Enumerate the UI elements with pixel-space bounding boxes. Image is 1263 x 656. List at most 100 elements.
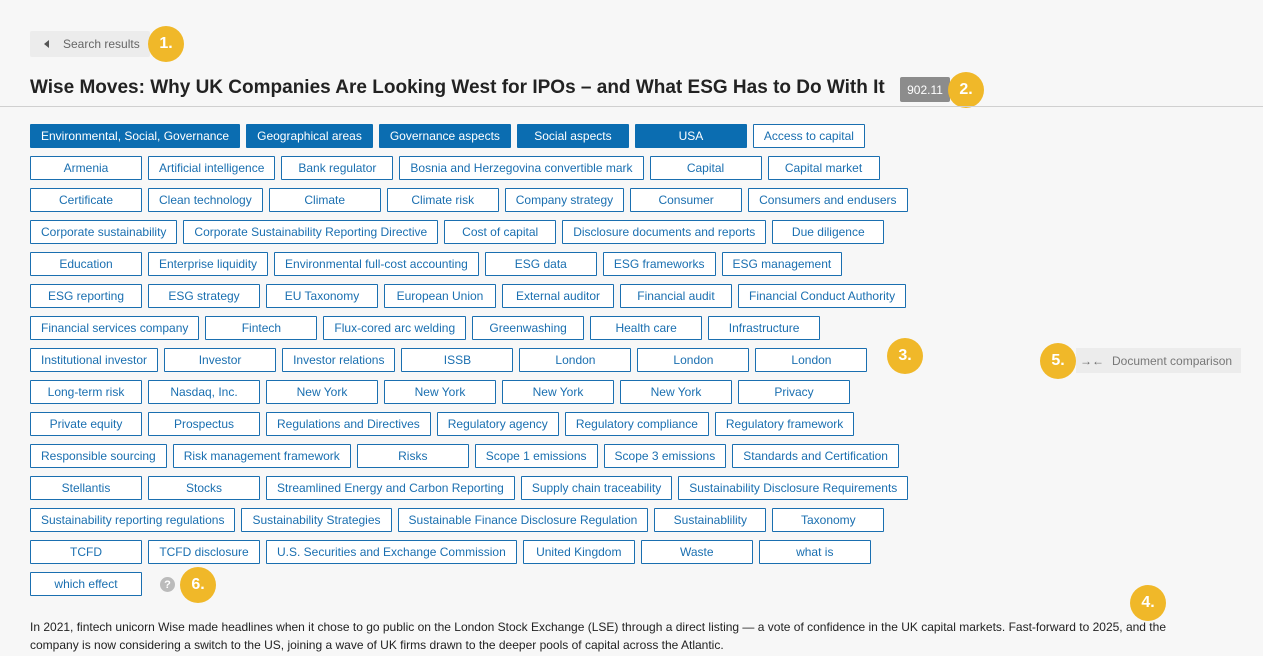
tag-chip[interactable]: New York <box>266 380 378 404</box>
tag-chip[interactable]: Consumers and endusers <box>748 188 908 212</box>
tag-chip[interactable]: Education <box>30 252 142 276</box>
tag-row: Institutional investor Investor Investor r… <box>30 348 930 372</box>
tag-chip[interactable]: Risks <box>356 444 469 468</box>
tag-chip[interactable]: Artificial intelligence <box>148 156 276 180</box>
tag-chip[interactable]: Bosnia and Herzegovina convertible mark <box>399 156 644 180</box>
tag-chip[interactable]: USA <box>634 124 747 148</box>
tag-chip[interactable]: Clean technology <box>148 188 263 212</box>
tag-chip[interactable]: Fintech <box>205 316 318 340</box>
tag-chip[interactable]: Corporate Sustainability Reporting Direc… <box>183 220 439 244</box>
tag-chip[interactable]: Access to capital <box>752 124 865 148</box>
tag-chip[interactable]: Governance aspects <box>378 124 511 148</box>
tag-chip[interactable]: Consumer <box>630 188 743 212</box>
tag-chip[interactable]: Sustainability Strategies <box>241 508 392 532</box>
tag-chip[interactable]: Privacy <box>738 380 850 404</box>
tag-chip[interactable]: Regulations and Directives <box>266 412 431 436</box>
tag-chip[interactable]: Regulatory compliance <box>564 412 709 436</box>
tag-chip[interactable]: Scope 3 emissions <box>603 444 727 468</box>
tag-chip[interactable]: ESG frameworks <box>602 252 716 276</box>
tag-chip[interactable]: Infrastructure <box>708 316 821 340</box>
tag-chip[interactable]: Financial audit <box>620 284 732 308</box>
tag-chip[interactable]: Sustainability Disclosure Requirements <box>678 476 909 500</box>
tag-chip[interactable]: New York <box>620 380 732 404</box>
back-to-search-results-button[interactable]: Search results <box>30 31 150 57</box>
tag-chip[interactable]: Long-term risk <box>30 380 142 404</box>
tag-chip[interactable]: Disclosure documents and reports <box>562 220 767 244</box>
tag-chip[interactable]: Responsible sourcing <box>30 444 167 468</box>
tag-row: Stellantis Stocks Streamlined Energy and C… <box>30 476 930 500</box>
tag-chip[interactable]: Nasdaq, Inc. <box>148 380 260 404</box>
tag-chip[interactable]: Enterprise liquidity <box>148 252 269 276</box>
tag-chip[interactable]: Waste <box>640 540 753 564</box>
tag-chip[interactable]: Standards and Certification <box>732 444 899 468</box>
tag-row: Private equity Prospectus Regulations and … <box>30 412 930 436</box>
tag-chip[interactable]: London <box>519 348 632 372</box>
tag-chip[interactable]: which effect <box>30 572 142 596</box>
tag-chip[interactable]: EU Taxonomy <box>266 284 378 308</box>
tag-chip[interactable]: TCFD disclosure <box>148 540 260 564</box>
tag-chip[interactable]: ESG data <box>484 252 597 276</box>
tag-chip[interactable]: ESG management <box>721 252 843 276</box>
tag-chip[interactable]: ESG reporting <box>30 284 142 308</box>
annotation-marker-3: 3. <box>887 338 923 374</box>
tag-chip[interactable]: Risk management framework <box>172 444 351 468</box>
tag-chip[interactable]: Sustainablility <box>654 508 767 532</box>
tag-chip[interactable]: Health care <box>590 316 703 340</box>
tag-chip[interactable]: Company strategy <box>504 188 625 212</box>
tag-chip[interactable]: Streamlined Energy and Carbon Reporting <box>266 476 515 500</box>
tag-chip[interactable]: Certificate <box>30 188 142 212</box>
tag-chip[interactable]: Due diligence <box>772 220 885 244</box>
document-comparison-button[interactable]: →← Document comparison <box>1076 348 1241 373</box>
tag-chip[interactable]: Regulatory framework <box>714 412 855 436</box>
tag-chip[interactable]: External auditor <box>502 284 614 308</box>
tag-chip[interactable]: U.S. Securities and Exchange Commission <box>266 540 517 564</box>
tag-chip[interactable]: ESG strategy <box>148 284 260 308</box>
tag-chip[interactable]: Armenia <box>30 156 142 180</box>
tag-chip[interactable]: Capital market <box>767 156 880 180</box>
tag-row: Certificate Clean technology Climate Climat… <box>30 188 930 212</box>
caret-left-icon <box>44 40 49 48</box>
tag-chip[interactable]: Institutional investor <box>30 348 159 372</box>
tag-chip[interactable]: Sustainability reporting regulations <box>30 508 236 532</box>
tag-chip[interactable]: Financial Conduct Authority <box>738 284 907 308</box>
title-divider <box>0 106 1263 107</box>
tag-chip[interactable]: Prospectus <box>148 412 260 436</box>
tag-chip[interactable]: Geographical areas <box>246 124 373 148</box>
tag-chip[interactable]: Stellantis <box>30 476 142 500</box>
tag-chip[interactable]: Corporate sustainability <box>30 220 178 244</box>
tag-chip[interactable]: Investor <box>164 348 277 372</box>
tag-chip[interactable]: Bank regulator <box>281 156 394 180</box>
tag-chip[interactable]: London <box>637 348 750 372</box>
tag-chip[interactable]: Cost of capital <box>444 220 557 244</box>
tag-chip[interactable]: New York <box>384 380 496 404</box>
tag-chip[interactable]: Environmental, Social, Governance <box>30 124 241 148</box>
tag-chip[interactable]: United Kingdom <box>522 540 635 564</box>
tag-chip[interactable]: Environmental full-cost accounting <box>274 252 479 276</box>
tag-chip[interactable]: Climate risk <box>386 188 499 212</box>
tag-chip[interactable]: Climate <box>268 188 381 212</box>
tag-chip[interactable]: Greenwashing <box>472 316 585 340</box>
tag-chip[interactable]: Regulatory agency <box>436 412 559 436</box>
tag-chip[interactable]: European Union <box>384 284 496 308</box>
tag-chip[interactable]: Capital <box>649 156 762 180</box>
tag-row: Education Enterprise liquidity Environment… <box>30 252 930 276</box>
help-icon[interactable]: ? <box>160 577 175 592</box>
tag-chip[interactable]: ISSB <box>401 348 514 372</box>
tag-chip[interactable]: Stocks <box>148 476 260 500</box>
compare-arrows-icon: →← <box>1080 353 1104 368</box>
tag-chip[interactable]: Supply chain traceability <box>520 476 673 500</box>
tag-chip[interactable]: Social aspects <box>516 124 629 148</box>
tag-chip[interactable]: Investor relations <box>282 348 396 372</box>
tag-chip[interactable]: Taxonomy <box>772 508 885 532</box>
annotation-marker-2: 2. <box>948 72 984 108</box>
tag-list: Environmental, Social, Governance Geograp… <box>30 124 930 604</box>
tag-chip[interactable]: Private equity <box>30 412 142 436</box>
tag-chip[interactable]: New York <box>502 380 614 404</box>
tag-chip[interactable]: TCFD <box>30 540 142 564</box>
tag-chip[interactable]: Scope 1 emissions <box>474 444 598 468</box>
tag-chip[interactable]: London <box>755 348 868 372</box>
tag-chip[interactable]: what is <box>758 540 871 564</box>
tag-chip[interactable]: Flux-cored arc welding <box>323 316 467 340</box>
tag-chip[interactable]: Sustainable Finance Disclosure Regulatio… <box>397 508 649 532</box>
tag-chip[interactable]: Financial services company <box>30 316 200 340</box>
